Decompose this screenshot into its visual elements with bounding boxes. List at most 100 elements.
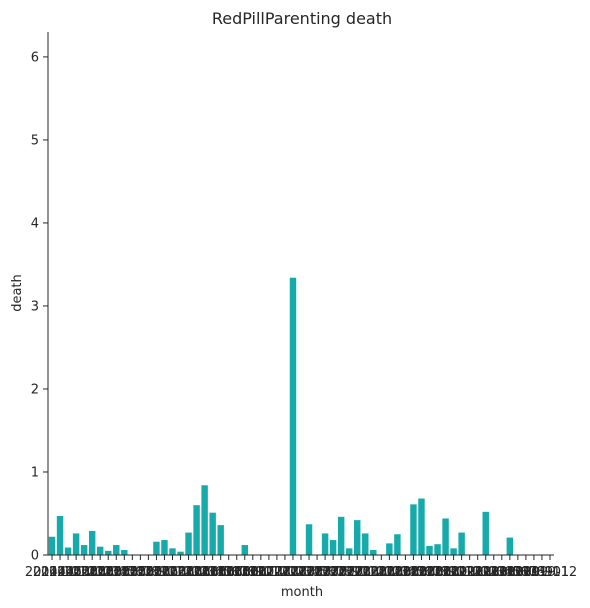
x-tick-label: 2016-06 bbox=[185, 565, 239, 580]
x-tick-label: 2019-10 bbox=[507, 565, 561, 580]
x-tick-label: 2018-12 bbox=[426, 565, 480, 580]
bar-2018-10 bbox=[434, 544, 441, 555]
y-tick-label: 6 bbox=[31, 50, 39, 65]
x-tick-label: 2017-11 bbox=[322, 565, 376, 580]
x-tick-label: 2019-08 bbox=[491, 565, 545, 580]
x-tick-label: 2019-12 bbox=[523, 565, 577, 580]
x-tick-label: 2019-09 bbox=[499, 565, 553, 580]
x-tick-label: 2015-10 bbox=[121, 565, 175, 580]
x-tick-label: 2018-02 bbox=[346, 565, 400, 580]
y-tick-label: 3 bbox=[31, 299, 39, 314]
x-tick-label: 2015-09 bbox=[113, 565, 167, 580]
x-tick-label: 2017-12 bbox=[330, 565, 384, 580]
x-tick-label: 2017-06 bbox=[282, 565, 336, 580]
x-tick-label: 2014-10 bbox=[25, 565, 79, 580]
x-tick-label: 2017-05 bbox=[274, 565, 328, 580]
bar-2015-07 bbox=[121, 550, 128, 555]
x-tick-label: 2019-01 bbox=[434, 565, 488, 580]
bar-2018-11 bbox=[442, 518, 449, 555]
y-axis-label: death bbox=[10, 274, 25, 312]
x-tick-label: 2016-11 bbox=[226, 565, 280, 580]
bar-2018-01 bbox=[362, 533, 369, 555]
bar-2018-12 bbox=[450, 548, 457, 555]
bar-2018-04 bbox=[386, 543, 393, 555]
x-tick-label: 2016-07 bbox=[194, 565, 248, 580]
x-tick-label: 2015-08 bbox=[105, 565, 159, 580]
bar-2015-03 bbox=[88, 530, 96, 555]
x-tick-label: 2015-02 bbox=[57, 565, 111, 580]
x-tick-label: 2018-08 bbox=[394, 565, 448, 580]
x-tick-label: 2019-11 bbox=[515, 565, 569, 580]
x-tick-label: 2018-05 bbox=[370, 565, 424, 580]
bar-2016-02 bbox=[177, 551, 184, 555]
bar-2014-11 bbox=[56, 515, 64, 555]
bar-2018-02 bbox=[370, 550, 377, 555]
x-tick-label: 2015-11 bbox=[129, 565, 183, 580]
bar-2016-05 bbox=[201, 485, 208, 555]
x-tick-label: 2015-12 bbox=[137, 565, 191, 580]
bar-2016-10 bbox=[241, 545, 248, 555]
x-tick-label: 2016-10 bbox=[218, 565, 272, 580]
bar-2016-01 bbox=[169, 548, 176, 555]
x-tick-label: 2016-03 bbox=[161, 565, 215, 580]
y-tick-label: 5 bbox=[31, 133, 39, 148]
x-axis-label: month bbox=[281, 585, 323, 600]
x-tick-label: 2019-05 bbox=[467, 565, 521, 580]
x-tick-label: 2016-01 bbox=[145, 565, 199, 580]
x-tick-label: 2017-02 bbox=[250, 565, 304, 580]
bar-2015-04 bbox=[96, 546, 104, 555]
x-tick-label: 2017-03 bbox=[258, 565, 312, 580]
x-tick-label: 2019-07 bbox=[483, 565, 537, 580]
x-tick-label: 2017-09 bbox=[306, 565, 360, 580]
bar-2014-10 bbox=[48, 536, 56, 555]
x-tick-label: 2015-06 bbox=[89, 565, 143, 580]
x-tick-label: 2018-06 bbox=[378, 565, 432, 580]
y-tick-label: 1 bbox=[31, 465, 39, 480]
x-tick-label: 2019-04 bbox=[459, 565, 513, 580]
bar-2017-04 bbox=[289, 277, 297, 555]
bar-2015-06 bbox=[113, 545, 120, 555]
x-tick-label: 2019-02 bbox=[443, 565, 497, 580]
bar-2017-10 bbox=[337, 516, 345, 555]
y-tick-label: 4 bbox=[31, 216, 39, 231]
x-tick-label: 2017-07 bbox=[290, 565, 344, 580]
bar-2017-11 bbox=[345, 548, 353, 555]
x-tick-label: 2019-06 bbox=[475, 565, 529, 580]
x-tick-label: 2015-01 bbox=[49, 565, 103, 580]
x-ticks-group: 2014-102014-112014-122015-012015-022015-… bbox=[25, 555, 577, 580]
x-tick-label: 2018-04 bbox=[362, 565, 416, 580]
x-tick-label: 2019-03 bbox=[451, 565, 505, 580]
x-tick-label: 2015-05 bbox=[81, 565, 135, 580]
x-tick-label: 2017-04 bbox=[266, 565, 320, 580]
y-ticks-group: 0 1 2 3 4 5 6 bbox=[31, 50, 48, 564]
x-tick-label: 2017-08 bbox=[298, 565, 352, 580]
x-tick-label: 2016-05 bbox=[177, 565, 231, 580]
x-tick-label: 2016-02 bbox=[153, 565, 207, 580]
bar-2017-08 bbox=[321, 533, 329, 555]
x-tick-label: 2015-03 bbox=[65, 565, 119, 580]
bar-2018-09 bbox=[426, 545, 433, 555]
bar-2019-04 bbox=[482, 511, 489, 555]
x-tick-label: 2014-11 bbox=[33, 565, 87, 580]
x-tick-label: 2018-03 bbox=[354, 565, 408, 580]
x-tick-label: 2018-09 bbox=[402, 565, 456, 580]
bar-2016-04 bbox=[193, 505, 200, 555]
bar-2018-07 bbox=[410, 504, 417, 555]
bar-2015-12 bbox=[161, 540, 168, 555]
bar-2015-01 bbox=[72, 533, 80, 555]
bar-2015-02 bbox=[80, 545, 88, 555]
y-tick-label: 2 bbox=[31, 382, 39, 397]
x-tick-label: 2016-08 bbox=[202, 565, 256, 580]
x-tick-label: 2018-01 bbox=[338, 565, 392, 580]
x-tick-label: 2017-01 bbox=[242, 565, 296, 580]
bar-2018-08 bbox=[418, 498, 425, 555]
bar-2017-06 bbox=[305, 524, 313, 555]
bar-2016-07 bbox=[217, 525, 224, 555]
x-tick-label: 2018-11 bbox=[418, 565, 472, 580]
x-tick-label: 2016-12 bbox=[234, 565, 288, 580]
bar-2016-06 bbox=[209, 512, 216, 555]
x-tick-label: 2018-07 bbox=[386, 565, 440, 580]
x-tick-label: 2014-12 bbox=[41, 565, 95, 580]
bar-2017-09 bbox=[329, 540, 337, 555]
